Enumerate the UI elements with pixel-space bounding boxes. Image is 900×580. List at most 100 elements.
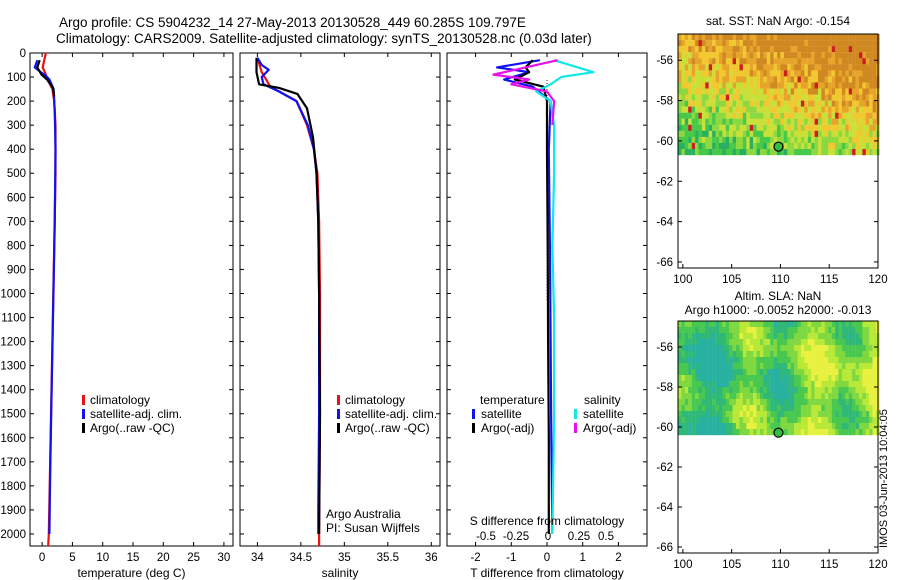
map-cell bbox=[865, 381, 870, 388]
map-cell bbox=[797, 423, 802, 430]
map-cell bbox=[701, 64, 706, 71]
map-cell bbox=[804, 423, 808, 430]
map-cell bbox=[763, 136, 767, 144]
map-cell bbox=[719, 345, 723, 352]
map-cell bbox=[712, 142, 716, 150]
map-cell bbox=[725, 393, 730, 400]
map-cell bbox=[708, 100, 713, 107]
map-cell bbox=[729, 357, 733, 364]
map-cell bbox=[807, 58, 812, 65]
map-cell bbox=[708, 88, 713, 95]
map-cell bbox=[725, 333, 730, 340]
map-cell bbox=[783, 369, 788, 376]
map-cell bbox=[691, 363, 696, 370]
map-cell bbox=[804, 149, 808, 156]
map-cell bbox=[701, 333, 706, 340]
map-cell bbox=[865, 351, 870, 358]
map-title: Altim. SLA: NaN bbox=[735, 289, 822, 303]
map-cell bbox=[770, 375, 774, 382]
map-cell bbox=[688, 321, 692, 328]
map-cell bbox=[760, 88, 764, 95]
map-cell bbox=[831, 351, 836, 358]
x-tick-label: 25 bbox=[187, 552, 200, 564]
map-title: sat. SST: NaN Argo: -0.154 bbox=[706, 14, 850, 28]
map-cell bbox=[684, 327, 689, 334]
map-cell bbox=[811, 429, 815, 436]
map-cell bbox=[732, 52, 737, 59]
map-cell bbox=[804, 369, 808, 376]
map-cell bbox=[848, 369, 853, 376]
map-cell bbox=[742, 351, 747, 358]
map-cell bbox=[838, 130, 843, 137]
map-cell bbox=[773, 106, 778, 113]
map-cell bbox=[684, 100, 689, 107]
map-cell bbox=[838, 149, 843, 156]
map-cell bbox=[790, 142, 795, 150]
map-cell bbox=[841, 369, 846, 376]
map-cell bbox=[698, 142, 703, 150]
map-cell bbox=[811, 118, 815, 125]
map-cell bbox=[852, 417, 856, 424]
map-cell bbox=[739, 387, 744, 394]
map-cell bbox=[787, 363, 791, 370]
map-cell bbox=[831, 393, 836, 400]
map-cell bbox=[807, 369, 812, 376]
map-cell bbox=[742, 82, 747, 89]
x-axis-label: T difference from climatology bbox=[470, 566, 624, 580]
legend-swatch bbox=[337, 409, 340, 419]
map-cell bbox=[804, 357, 808, 364]
map-cell bbox=[865, 321, 870, 328]
map-cell bbox=[739, 52, 744, 59]
map-cell bbox=[736, 339, 740, 346]
map-cell bbox=[818, 34, 822, 41]
map-cell bbox=[688, 405, 692, 412]
map-cell bbox=[763, 88, 767, 95]
map-cell bbox=[753, 149, 757, 156]
map-cell bbox=[800, 411, 805, 418]
map-cell bbox=[698, 369, 703, 376]
map-cell bbox=[725, 106, 730, 113]
map-cell bbox=[811, 411, 815, 418]
map-cell bbox=[770, 64, 774, 71]
map-cell bbox=[773, 136, 778, 144]
map-cell bbox=[838, 339, 843, 346]
map-cell bbox=[787, 76, 791, 83]
map-cell bbox=[787, 321, 791, 328]
map-cell bbox=[708, 345, 713, 352]
map-cell bbox=[865, 64, 870, 71]
map-cell bbox=[797, 363, 802, 370]
map-cell bbox=[773, 399, 778, 406]
map-cell bbox=[688, 124, 692, 131]
map-cell bbox=[859, 70, 863, 77]
map-cell bbox=[749, 429, 754, 436]
map-cell bbox=[753, 417, 757, 424]
map-cell bbox=[824, 375, 829, 382]
map-cell bbox=[698, 94, 703, 101]
depth-tick-label: 800 bbox=[7, 240, 26, 252]
map-cell bbox=[838, 100, 843, 107]
map-cell bbox=[746, 142, 750, 150]
map-cell bbox=[732, 321, 737, 328]
x-tick-label: 0 bbox=[544, 552, 550, 564]
map-cell bbox=[712, 411, 716, 418]
map-cell bbox=[701, 76, 706, 83]
map-cell bbox=[688, 345, 692, 352]
map-cell bbox=[780, 52, 784, 59]
map-cell bbox=[681, 357, 685, 364]
map-cell bbox=[760, 351, 764, 358]
map-cell bbox=[698, 357, 703, 364]
map-cell bbox=[824, 94, 829, 101]
map-cell bbox=[824, 423, 829, 430]
map-cell bbox=[807, 339, 812, 346]
map-cell bbox=[841, 351, 846, 358]
map-cell bbox=[811, 345, 815, 352]
map-cell bbox=[872, 423, 877, 430]
map-cell bbox=[841, 417, 846, 424]
map-cell bbox=[794, 124, 798, 131]
depth-tick-label: 1200 bbox=[0, 337, 26, 349]
map-cell bbox=[719, 76, 723, 83]
map-cell bbox=[766, 357, 771, 364]
map-cell bbox=[862, 40, 866, 47]
map-cell bbox=[835, 34, 839, 41]
